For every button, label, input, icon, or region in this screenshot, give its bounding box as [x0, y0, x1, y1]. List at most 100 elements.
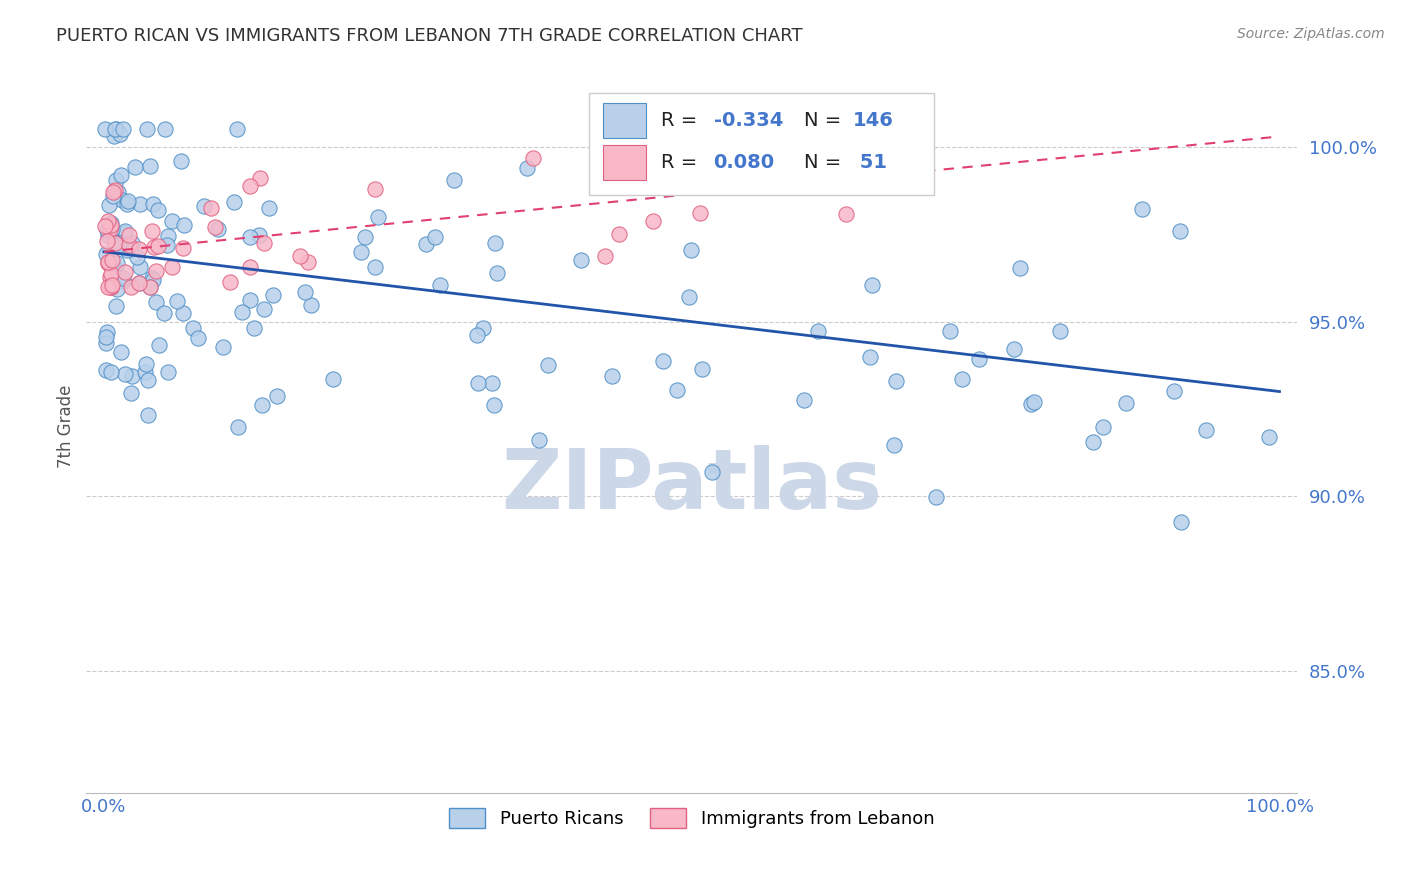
- Point: [472, 321, 495, 335]
- Point: [153, 122, 176, 136]
- Point: [243, 321, 266, 335]
- Point: [110, 345, 132, 359]
- Point: [481, 376, 503, 390]
- Point: [100, 222, 122, 236]
- Point: [950, 372, 973, 386]
- Point: [100, 253, 122, 268]
- Text: -0.334: -0.334: [713, 111, 783, 130]
- Point: [141, 271, 163, 285]
- Point: [142, 196, 165, 211]
- Text: 51: 51: [853, 153, 887, 172]
- Text: N =: N =: [804, 153, 848, 172]
- Point: [100, 218, 122, 232]
- Point: [607, 227, 630, 242]
- Point: [350, 245, 373, 260]
- Point: [486, 266, 509, 280]
- Point: [239, 293, 262, 308]
- Point: [250, 398, 273, 412]
- Point: [415, 236, 437, 251]
- Legend: Puerto Ricans, Immigrants from Lebanon: Puerto Ricans, Immigrants from Lebanon: [441, 800, 942, 836]
- Point: [110, 236, 132, 251]
- Point: [160, 260, 183, 274]
- Point: [467, 376, 489, 390]
- Text: 0.080: 0.080: [713, 153, 775, 172]
- Point: [187, 331, 209, 345]
- Point: [136, 408, 159, 422]
- Point: [652, 354, 675, 368]
- Point: [129, 196, 152, 211]
- Point: [679, 243, 702, 257]
- Point: [367, 210, 389, 224]
- Point: [94, 363, 117, 377]
- Point: [173, 218, 195, 232]
- Point: [101, 278, 124, 293]
- Point: [172, 241, 194, 255]
- Point: [100, 279, 122, 293]
- Point: [166, 294, 188, 309]
- Point: [690, 361, 713, 376]
- Point: [749, 167, 772, 181]
- Point: [156, 228, 179, 243]
- Point: [569, 253, 592, 268]
- Point: [181, 320, 204, 334]
- Point: [108, 236, 131, 251]
- Point: [200, 201, 222, 215]
- Point: [239, 179, 262, 194]
- Point: [837, 168, 859, 182]
- Point: [1258, 430, 1281, 444]
- Point: [665, 383, 688, 397]
- Point: [643, 214, 665, 228]
- Point: [299, 298, 322, 312]
- Point: [97, 227, 120, 242]
- Point: [94, 122, 117, 136]
- Point: [135, 357, 157, 371]
- Point: [111, 271, 134, 285]
- Point: [120, 385, 142, 400]
- Point: [859, 350, 882, 364]
- Text: R =: R =: [661, 111, 704, 130]
- Point: [114, 224, 136, 238]
- FancyBboxPatch shape: [589, 93, 934, 195]
- Point: [117, 194, 139, 208]
- Point: [112, 226, 135, 240]
- Point: [156, 365, 179, 379]
- Point: [429, 278, 451, 293]
- Point: [297, 254, 319, 268]
- Point: [118, 228, 141, 243]
- Point: [967, 351, 990, 366]
- Point: [689, 206, 711, 220]
- Point: [247, 227, 270, 242]
- Point: [134, 365, 156, 379]
- Point: [121, 235, 143, 250]
- Point: [160, 214, 183, 228]
- Point: [120, 279, 142, 293]
- Point: [231, 304, 253, 318]
- Point: [96, 234, 118, 248]
- Point: [118, 238, 141, 252]
- Point: [1115, 396, 1137, 410]
- Point: [363, 260, 385, 274]
- FancyBboxPatch shape: [603, 145, 645, 180]
- Point: [148, 338, 170, 352]
- Point: [104, 261, 127, 276]
- Point: [97, 198, 120, 212]
- Point: [1008, 261, 1031, 276]
- Point: [152, 306, 174, 320]
- Text: 146: 146: [853, 111, 894, 130]
- Point: [423, 229, 446, 244]
- Point: [94, 335, 117, 350]
- Point: [610, 148, 633, 162]
- FancyBboxPatch shape: [603, 103, 645, 138]
- Point: [97, 255, 120, 269]
- Point: [226, 122, 249, 136]
- Point: [100, 279, 122, 293]
- Point: [484, 235, 506, 250]
- Point: [107, 185, 129, 199]
- Point: [124, 160, 146, 174]
- Point: [100, 217, 122, 231]
- Point: [96, 247, 118, 261]
- Point: [238, 260, 260, 274]
- Point: [207, 222, 229, 236]
- Point: [100, 268, 122, 282]
- Point: [253, 301, 276, 316]
